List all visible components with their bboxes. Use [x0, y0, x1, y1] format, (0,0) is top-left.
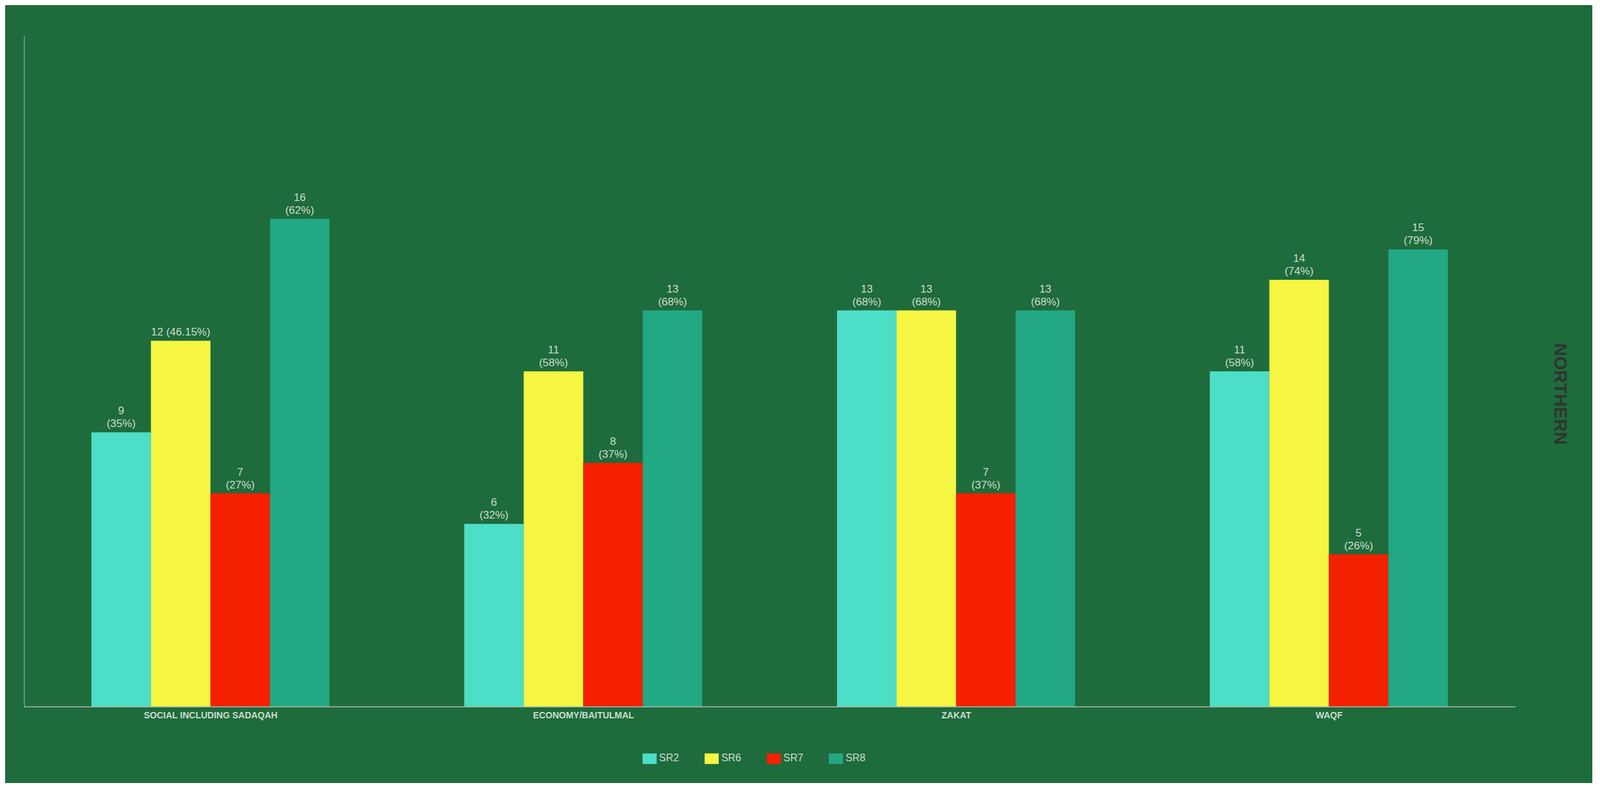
svg-text:ECONOMY/BAITULMAL: ECONOMY/BAITULMAL — [533, 709, 635, 720]
svg-text:8(37%): 8(37%) — [598, 434, 628, 460]
svg-text:12 (46.15%): 12 (46.15%) — [151, 325, 211, 338]
svg-text:15(79%): 15(79%) — [1403, 221, 1433, 247]
svg-text:13(68%): 13(68%) — [1031, 282, 1060, 308]
svg-text:11(58%): 11(58%) — [538, 343, 568, 369]
html-text:NORTHERN: NORTHERN — [1550, 343, 1571, 445]
svg-text:11(58%): 11(58%) — [1224, 343, 1254, 369]
svg-text:ZAKAT: ZAKAT — [941, 709, 972, 720]
html-text:SR6: SR6 — [721, 751, 742, 763]
svg-text:13(68%): 13(68%) — [657, 282, 687, 308]
svg-text:9(35%): 9(35%) — [106, 404, 136, 430]
svg-text:WAQF: WAQF — [1315, 709, 1343, 720]
svg-text:13(68%): 13(68%) — [912, 282, 941, 308]
svg-text:7(27%): 7(27%) — [225, 465, 255, 491]
svg-text:5(26%): 5(26%) — [1344, 526, 1373, 552]
svg-text:SOCIAL INCLUDING SADAQAH: SOCIAL INCLUDING SADAQAH — [144, 709, 278, 720]
svg-text:16(62%): 16(62%) — [285, 190, 315, 216]
svg-text:14(74%): 14(74%) — [1284, 252, 1314, 278]
svg-text:13(68%): 13(68%) — [852, 282, 882, 308]
html-text:SR7: SR7 — [783, 751, 804, 763]
svg-text:6(32%): 6(32%) — [479, 496, 509, 521]
html-text:SR2: SR2 — [659, 751, 679, 763]
html-text:SR8: SR8 — [845, 751, 866, 763]
svg-text:7(37%): 7(37%) — [971, 465, 1001, 491]
